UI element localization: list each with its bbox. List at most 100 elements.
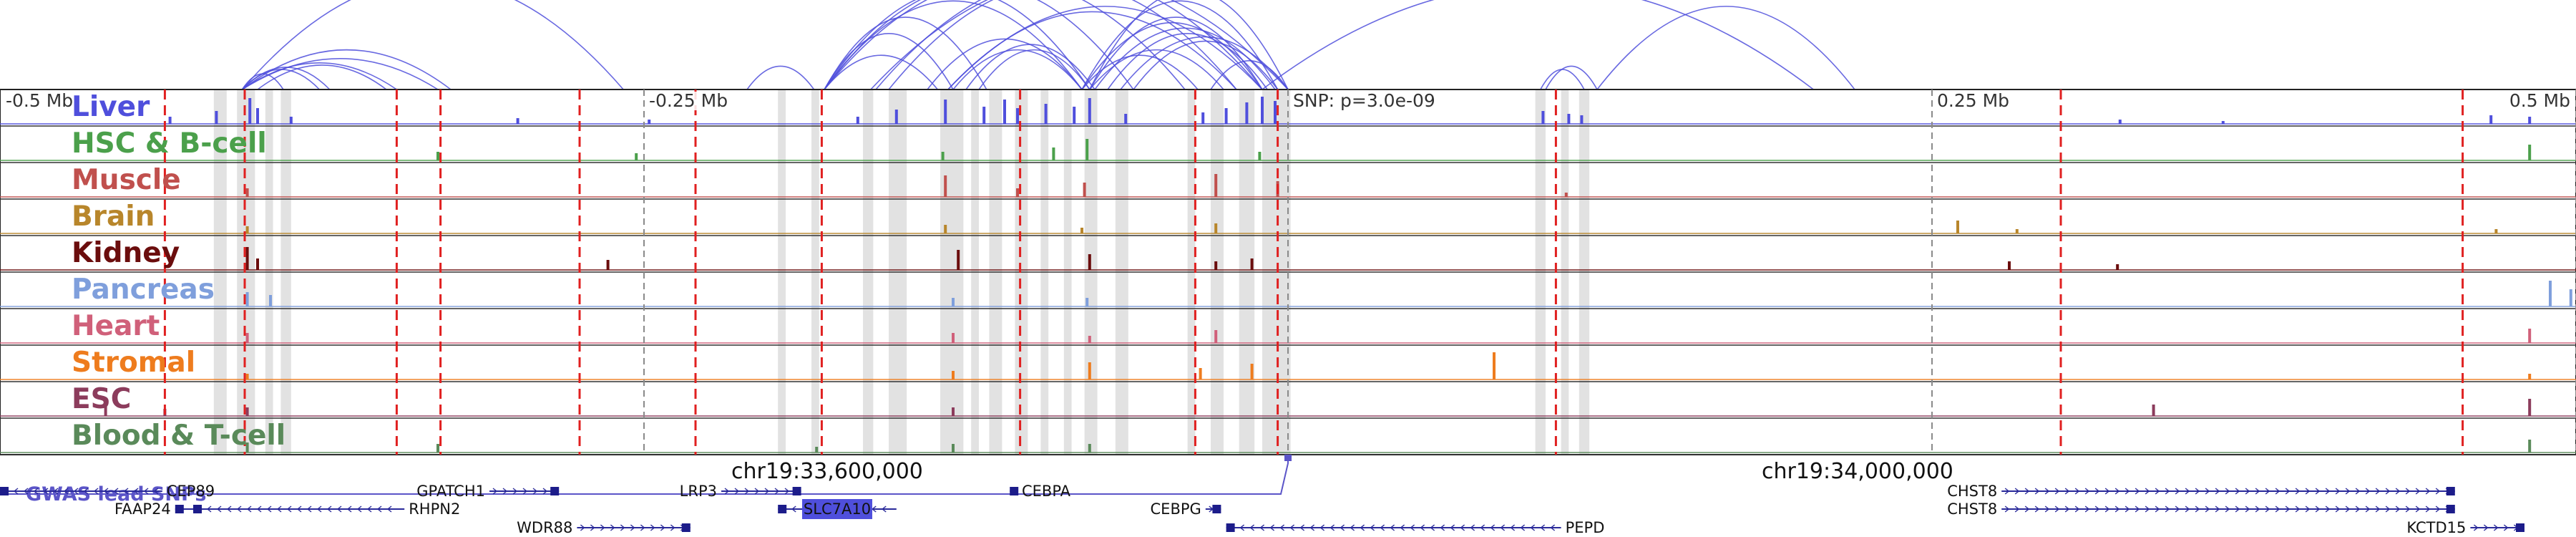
gene-exon (792, 487, 801, 495)
strand-arrow (1239, 524, 1245, 531)
strand-arrow (2054, 488, 2060, 495)
strand-arrow (1360, 524, 1365, 531)
strand-arrow (2275, 488, 2280, 495)
strand-arrow (83, 488, 89, 495)
signal-peak (2569, 289, 2572, 306)
interaction-arc (1089, 49, 1224, 90)
strand-arrow (2235, 488, 2240, 495)
signal-peak (1214, 330, 1218, 343)
strand-arrow (1370, 524, 1375, 531)
signal-peak (941, 152, 945, 160)
signal-peak (1085, 139, 1089, 160)
strand-arrow (226, 505, 232, 513)
gene-exon (0, 487, 9, 495)
scale-label-bg (2503, 92, 2572, 110)
scale-label: 0.5 Mb (2509, 90, 2570, 111)
signal-peak (1567, 114, 1571, 124)
strand-arrow (2335, 488, 2341, 495)
coordinate-label: chr19:33,600,000 (731, 459, 923, 484)
track-label: Kidney (72, 237, 180, 269)
strand-arrow (2285, 505, 2290, 513)
strand-arrow (630, 524, 635, 531)
interaction-arc (927, 38, 1083, 90)
strand-arrow (2265, 505, 2270, 513)
strand-arrow (1309, 524, 1315, 531)
strand-arrow (2355, 488, 2361, 495)
interaction-arc (241, 0, 624, 90)
signal-peak (1214, 174, 1218, 197)
signal-peak (1052, 147, 1055, 160)
signal-peak (1224, 108, 1228, 124)
gene-kctd15: KCTD15 (2406, 519, 2524, 536)
strand-arrow (2044, 488, 2050, 495)
gene-cebpg: CEBPG (1151, 500, 1221, 518)
strand-arrow (143, 488, 149, 495)
signal-peak (2528, 374, 2532, 379)
signal-peak (245, 188, 249, 197)
strand-arrow (2375, 505, 2381, 513)
signal-peak (436, 152, 439, 160)
interaction-arc (257, 64, 387, 90)
signal-peak (1201, 112, 1205, 124)
strand-arrow (113, 488, 119, 495)
signal-peak (2528, 399, 2532, 416)
gene-label: CEBPG (1151, 500, 1201, 518)
signal-peak (215, 111, 218, 124)
strand-arrow (2355, 505, 2361, 513)
strand-arrow (650, 524, 655, 531)
scale-label-bg (646, 92, 736, 110)
gene-exon (175, 505, 184, 513)
gene-label: FAAP24 (114, 500, 171, 518)
signal-peak (1088, 444, 1091, 453)
signal-peak (2221, 121, 2225, 124)
strand-arrow (2345, 488, 2351, 495)
interaction-arc (824, 0, 1083, 90)
interaction-arc (824, 0, 1091, 90)
strand-arrow (502, 488, 508, 495)
interaction-arc (965, 44, 1096, 90)
signal-peak (248, 98, 252, 124)
gene-track: CEP89 GPATCH1 LRP3 CEBPA CHST8 FAAP24 RHPN2 SLC… (0, 483, 2524, 536)
signal-peak (1016, 188, 1019, 197)
signal-peak (245, 247, 249, 270)
gene-rhpn2: RHPN2 (193, 500, 460, 518)
interaction-arc (1089, 0, 1289, 90)
gene-faap24: FAAP24 (114, 500, 193, 518)
track-label: ESC (72, 383, 131, 415)
strand-arrow (2395, 505, 2401, 513)
strand-arrow (2483, 524, 2489, 531)
signal-peak (1124, 114, 1128, 124)
strand-arrow (386, 505, 392, 513)
strand-arrow (1249, 524, 1255, 531)
interaction-arc (1596, 6, 1855, 90)
signal-peak (1214, 223, 1218, 233)
strand-arrow (326, 505, 332, 513)
strand-arrow (734, 488, 740, 495)
gene-exon (550, 487, 560, 495)
signal-peak (1956, 221, 1959, 233)
signal-peak (2152, 405, 2155, 416)
strand-arrow (2004, 505, 2010, 513)
signal-peak (2528, 440, 2532, 453)
strand-arrow (2034, 488, 2040, 495)
interaction-arc (1081, 0, 1279, 90)
signal-peak (1088, 336, 1091, 343)
strand-arrow (492, 488, 498, 495)
strand-arrow (316, 505, 322, 513)
scale-label: -0.25 Mb (649, 90, 728, 111)
strand-arrow (276, 505, 282, 513)
signal-peak (635, 153, 638, 160)
strand-arrow (43, 488, 49, 495)
gene-exon (2446, 505, 2455, 513)
strand-arrow (882, 505, 887, 513)
strand-arrow (2175, 488, 2180, 495)
gene-chst8: CHST8 (1947, 483, 2455, 500)
strand-arrow (2084, 505, 2090, 513)
scale-labels: -0.5 Mb -0.25 Mb SNP: p=3.0e-09 0.25 Mb 0.5 … (3, 90, 2572, 111)
strand-arrow (2315, 505, 2321, 513)
strand-arrow (153, 488, 159, 495)
signal-peak (1016, 108, 1019, 124)
signal-peak (856, 117, 859, 124)
strand-arrow (2114, 488, 2120, 495)
